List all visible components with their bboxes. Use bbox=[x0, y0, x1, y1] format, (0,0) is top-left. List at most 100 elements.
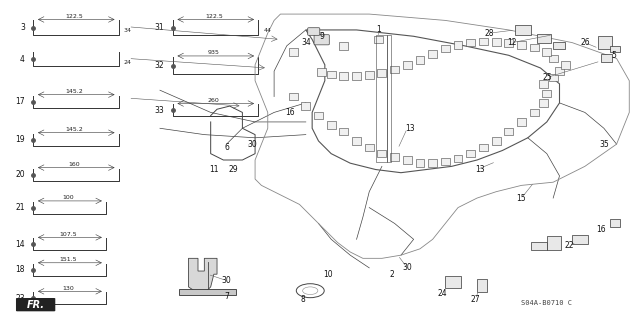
Text: 12: 12 bbox=[507, 38, 517, 47]
Text: 30: 30 bbox=[222, 276, 231, 285]
Text: 18: 18 bbox=[15, 265, 25, 274]
Text: 15: 15 bbox=[517, 194, 526, 203]
Text: 1: 1 bbox=[376, 25, 381, 35]
Text: 9: 9 bbox=[319, 32, 324, 41]
Text: 6: 6 bbox=[224, 143, 229, 152]
Bar bbox=[390, 153, 399, 161]
Bar bbox=[365, 143, 374, 151]
Bar bbox=[539, 99, 548, 107]
Bar bbox=[547, 236, 561, 251]
Polygon shape bbox=[189, 258, 217, 293]
Bar bbox=[466, 39, 475, 46]
Text: 33: 33 bbox=[155, 106, 164, 115]
Text: 935: 935 bbox=[208, 50, 220, 55]
Bar bbox=[572, 235, 588, 244]
Text: 14: 14 bbox=[15, 240, 25, 249]
Text: 44: 44 bbox=[263, 28, 271, 33]
Bar bbox=[441, 158, 450, 165]
Bar bbox=[479, 38, 488, 45]
Bar bbox=[454, 41, 462, 49]
Text: 160: 160 bbox=[69, 162, 80, 167]
Text: 151.5: 151.5 bbox=[59, 257, 76, 262]
Bar bbox=[505, 39, 513, 47]
Bar bbox=[598, 36, 612, 49]
Bar bbox=[548, 74, 557, 81]
Text: 16: 16 bbox=[285, 108, 295, 117]
Text: 20: 20 bbox=[15, 170, 25, 179]
Bar bbox=[505, 128, 513, 135]
Text: 21: 21 bbox=[15, 204, 25, 212]
Bar bbox=[179, 289, 236, 295]
Bar bbox=[601, 54, 612, 62]
Text: 107.5: 107.5 bbox=[59, 232, 77, 237]
Text: 122.5: 122.5 bbox=[205, 14, 223, 19]
Bar bbox=[365, 71, 374, 79]
Text: 24: 24 bbox=[438, 289, 447, 298]
Bar bbox=[531, 243, 547, 251]
Bar bbox=[553, 42, 564, 49]
Text: 3: 3 bbox=[20, 23, 25, 32]
Bar bbox=[415, 56, 424, 64]
Text: 26: 26 bbox=[580, 38, 590, 47]
Text: 24: 24 bbox=[124, 60, 132, 65]
Bar bbox=[539, 80, 548, 88]
FancyBboxPatch shape bbox=[16, 298, 55, 311]
Bar bbox=[542, 48, 551, 56]
Text: 34: 34 bbox=[124, 28, 132, 33]
Text: 32: 32 bbox=[155, 61, 164, 70]
Text: 25: 25 bbox=[542, 73, 552, 82]
Bar bbox=[403, 61, 412, 69]
Text: 29: 29 bbox=[228, 165, 238, 174]
Bar bbox=[403, 156, 412, 164]
Text: 35: 35 bbox=[599, 140, 609, 148]
Bar bbox=[340, 42, 348, 50]
Bar bbox=[378, 69, 387, 76]
Bar bbox=[454, 155, 462, 162]
Text: 16: 16 bbox=[596, 225, 606, 234]
Bar bbox=[378, 150, 387, 157]
Text: S04A-B0710 C: S04A-B0710 C bbox=[522, 300, 573, 306]
Bar bbox=[492, 38, 501, 46]
Text: 2: 2 bbox=[389, 270, 394, 279]
FancyBboxPatch shape bbox=[314, 35, 329, 45]
Bar bbox=[376, 35, 387, 162]
Text: 30: 30 bbox=[247, 140, 257, 148]
Bar bbox=[517, 41, 526, 49]
Bar bbox=[610, 219, 620, 227]
Text: 30: 30 bbox=[403, 263, 412, 272]
Text: 27: 27 bbox=[471, 295, 480, 304]
Text: 10: 10 bbox=[323, 270, 333, 279]
Bar bbox=[466, 150, 475, 157]
Bar bbox=[548, 55, 557, 62]
Text: 23: 23 bbox=[15, 294, 25, 303]
Text: 4: 4 bbox=[20, 55, 25, 64]
Bar bbox=[301, 102, 310, 110]
Bar bbox=[441, 44, 450, 52]
Text: FR.: FR. bbox=[27, 300, 45, 310]
Bar bbox=[492, 137, 501, 145]
Bar bbox=[289, 93, 297, 100]
Text: 28: 28 bbox=[485, 28, 494, 38]
Bar bbox=[375, 36, 383, 43]
Text: 8: 8 bbox=[300, 295, 305, 304]
Bar bbox=[530, 44, 538, 51]
Bar bbox=[289, 48, 297, 56]
Text: 5: 5 bbox=[611, 51, 616, 60]
Bar bbox=[428, 159, 437, 167]
Bar bbox=[415, 159, 424, 167]
Text: 31: 31 bbox=[155, 23, 164, 32]
Bar bbox=[610, 46, 620, 52]
Bar bbox=[352, 137, 361, 145]
Bar bbox=[428, 50, 437, 58]
Text: 17: 17 bbox=[15, 97, 25, 106]
Bar bbox=[479, 143, 488, 151]
Bar bbox=[390, 66, 399, 73]
Text: 7: 7 bbox=[224, 292, 229, 301]
Bar bbox=[517, 118, 526, 126]
FancyBboxPatch shape bbox=[308, 28, 320, 35]
Bar bbox=[314, 32, 323, 40]
Bar bbox=[542, 90, 551, 97]
Bar bbox=[530, 108, 538, 116]
Bar bbox=[387, 35, 391, 162]
Text: 13: 13 bbox=[475, 165, 485, 174]
